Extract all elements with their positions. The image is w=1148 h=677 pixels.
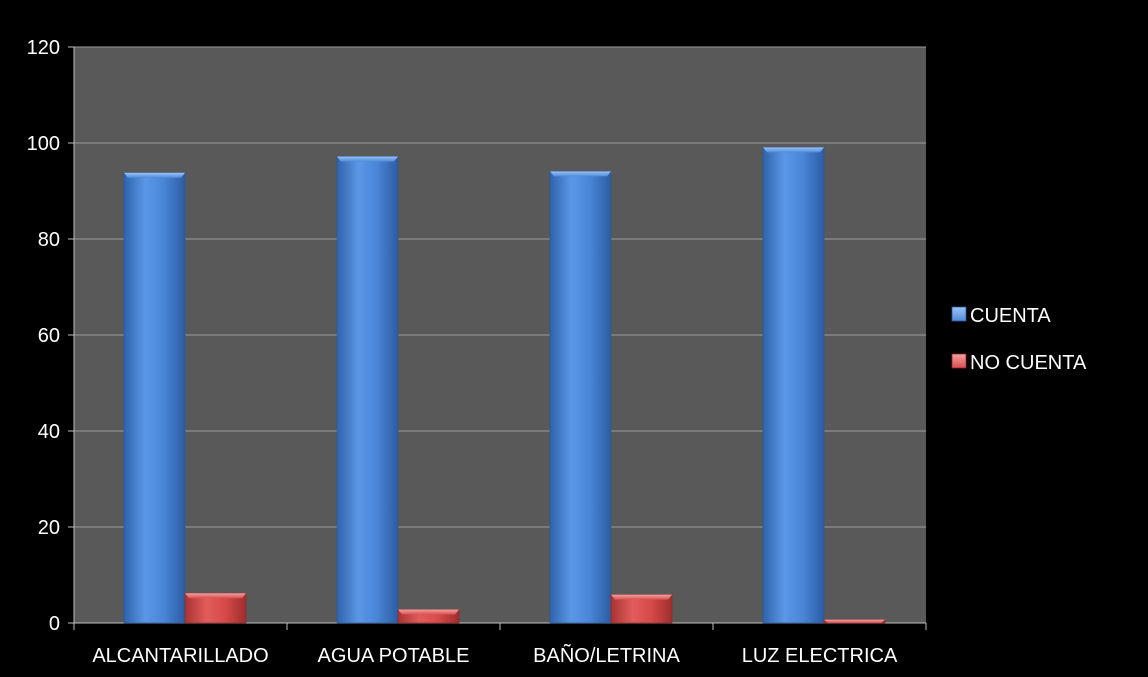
bar-no-cuenta — [397, 609, 460, 624]
bar-body — [762, 147, 825, 624]
bar-top-bevel — [398, 609, 459, 615]
legend-swatch — [951, 306, 967, 322]
legend-item: CUENTA — [951, 305, 1051, 327]
bar-top-bevel — [185, 593, 246, 599]
gridlines — [74, 46, 926, 528]
bar-cuenta — [336, 156, 399, 624]
x-tick-label: AGUA POTABLE — [318, 645, 470, 667]
y-tick-label: 80 — [38, 229, 60, 251]
x-tick-label: ALCANTARILLADO — [92, 645, 268, 667]
bar-body — [123, 172, 186, 624]
bar-body — [336, 156, 399, 624]
bars — [123, 147, 886, 624]
y-tick-label: 60 — [38, 325, 60, 347]
bar-top-bevel — [337, 156, 398, 162]
bar-cuenta — [549, 171, 612, 624]
y-tick-label: 0 — [49, 613, 60, 635]
bar-cuenta — [123, 172, 186, 624]
bar-no-cuenta — [184, 592, 247, 624]
legend: CUENTA NO CUENTA — [951, 305, 1087, 374]
y-tick-label: 20 — [38, 517, 60, 539]
y-tick-label: 120 — [27, 37, 60, 59]
bar-no-cuenta — [823, 619, 886, 624]
bar-top-bevel — [124, 172, 185, 178]
bar-cuenta — [762, 147, 825, 624]
bar-body — [549, 171, 612, 624]
x-tick-label: BAÑO/LETRINA — [533, 643, 680, 667]
y-tick-label: 40 — [38, 421, 60, 443]
x-tick-labels: ALCANTARILLADO AGUA POTABLE BAÑO/LETRINA LU… — [92, 643, 898, 667]
y-tick-label: 100 — [27, 133, 60, 155]
bar-top-bevel — [824, 619, 885, 623]
y-tick-labels: 0 20 40 60 80 100 120 — [27, 37, 60, 635]
bar-top-bevel — [763, 147, 824, 153]
legend-item: NO CUENTA — [951, 352, 1087, 374]
bar-no-cuenta — [610, 594, 673, 624]
legend-label: NO CUENTA — [970, 352, 1087, 374]
legend-label: CUENTA — [970, 305, 1051, 327]
legend-swatch — [951, 353, 967, 369]
bar-top-bevel — [550, 171, 611, 177]
x-tick-label: LUZ ELECTRICA — [742, 645, 898, 667]
bar-top-bevel — [611, 594, 672, 600]
